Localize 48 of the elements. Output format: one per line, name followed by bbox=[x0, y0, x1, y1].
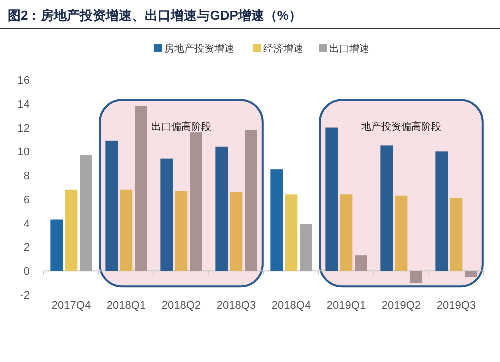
bar bbox=[135, 106, 148, 272]
bar bbox=[355, 256, 368, 272]
y-tick-label: 16 bbox=[18, 75, 30, 87]
bar bbox=[395, 196, 408, 272]
y-tick-label: 10 bbox=[18, 146, 30, 159]
y-tick-label: 2 bbox=[24, 242, 30, 254]
legend-label: 出口增速 bbox=[330, 43, 370, 55]
bar bbox=[340, 194, 353, 272]
bar bbox=[216, 146, 228, 272]
bar bbox=[50, 220, 63, 272]
bar bbox=[120, 190, 133, 272]
legend-label: 经济增速 bbox=[264, 43, 304, 55]
y-tick-label: 0 bbox=[24, 266, 30, 278]
bar bbox=[65, 190, 78, 272]
x-tick-label: 2018Q4 bbox=[272, 300, 312, 312]
y-tick-label: -2 bbox=[20, 290, 30, 302]
bar bbox=[410, 271, 422, 284]
bar bbox=[270, 170, 283, 272]
chart-title: 图2：房地产投资增速、出口增速与GDP增速（%） bbox=[8, 8, 302, 23]
y-tick-label: 14 bbox=[18, 98, 30, 111]
x-tick-label: 2019Q2 bbox=[382, 300, 422, 312]
x-tick-label: 2019Q1 bbox=[326, 300, 366, 312]
x-tick-label: 2018Q2 bbox=[162, 300, 202, 312]
bar bbox=[245, 130, 258, 272]
legend-label: 房地产投资增速 bbox=[164, 43, 234, 55]
bar bbox=[326, 128, 338, 272]
y-tick-label: 8 bbox=[24, 170, 30, 183]
y-tick-label: 12 bbox=[18, 122, 30, 135]
bar bbox=[285, 194, 298, 272]
bar bbox=[450, 198, 463, 272]
bar bbox=[300, 224, 312, 272]
bar bbox=[160, 158, 173, 272]
y-tick-label: 4 bbox=[24, 218, 30, 230]
y-tick-label: 6 bbox=[24, 194, 30, 206]
band-label: 地产投资偏高阶段 bbox=[360, 121, 442, 133]
x-tick-label: 2018Q1 bbox=[106, 300, 146, 312]
bar bbox=[80, 155, 92, 272]
bar bbox=[190, 132, 202, 272]
bar bbox=[465, 271, 478, 278]
band-label: 出口偏高阶段 bbox=[152, 121, 212, 133]
bar bbox=[175, 191, 188, 272]
bar bbox=[106, 140, 118, 272]
x-tick-label: 2017Q4 bbox=[52, 300, 92, 312]
x-tick-label: 2019Q3 bbox=[436, 300, 476, 312]
bar bbox=[436, 152, 448, 272]
x-tick-label: 2018Q3 bbox=[216, 300, 256, 312]
bar bbox=[380, 146, 393, 272]
bar bbox=[230, 192, 243, 272]
